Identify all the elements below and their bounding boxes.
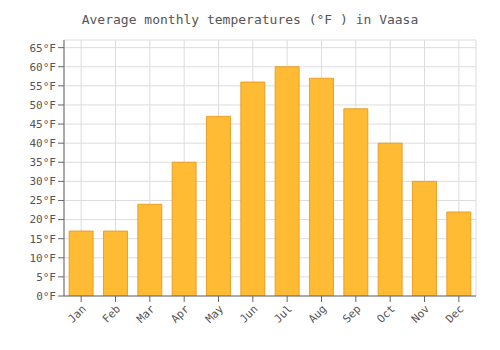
svg-text:50°F: 50°F	[30, 99, 57, 112]
svg-text:40°F: 40°F	[30, 137, 57, 150]
svg-text:May: May	[203, 302, 227, 326]
svg-text:Oct: Oct	[375, 302, 398, 325]
html-text:Average monthly temperatures (: Average monthly temperatures (°F ) in Va…	[81, 12, 419, 27]
svg-text:20°F: 20°F	[30, 213, 57, 226]
svg-text:Aug: Aug	[306, 302, 329, 325]
svg-text:35°F: 35°F	[30, 156, 57, 169]
svg-text:45°F: 45°F	[30, 118, 57, 131]
svg-text:65°F: 65°F	[30, 42, 57, 55]
svg-text:Jun: Jun	[237, 302, 260, 325]
svg-text:30°F: 30°F	[30, 175, 57, 188]
svg-text:5°F: 5°F	[36, 271, 56, 284]
svg-text:Nov: Nov	[409, 302, 433, 326]
svg-text:60°F: 60°F	[30, 61, 57, 74]
svg-text:Feb: Feb	[100, 302, 123, 325]
svg-text:Jan: Jan	[66, 302, 89, 325]
svg-text:Mar: Mar	[134, 302, 158, 326]
svg-text:10°F: 10°F	[30, 252, 57, 265]
svg-text:Jul: Jul	[272, 302, 295, 325]
svg-text:Dec: Dec	[443, 302, 466, 325]
svg-text:15°F: 15°F	[30, 233, 57, 246]
svg-text:Apr: Apr	[169, 302, 193, 326]
svg-text:55°F: 55°F	[30, 80, 57, 93]
svg-text:0°F: 0°F	[36, 290, 56, 303]
svg-text:25°F: 25°F	[30, 194, 57, 207]
svg-text:Sep: Sep	[340, 302, 363, 325]
